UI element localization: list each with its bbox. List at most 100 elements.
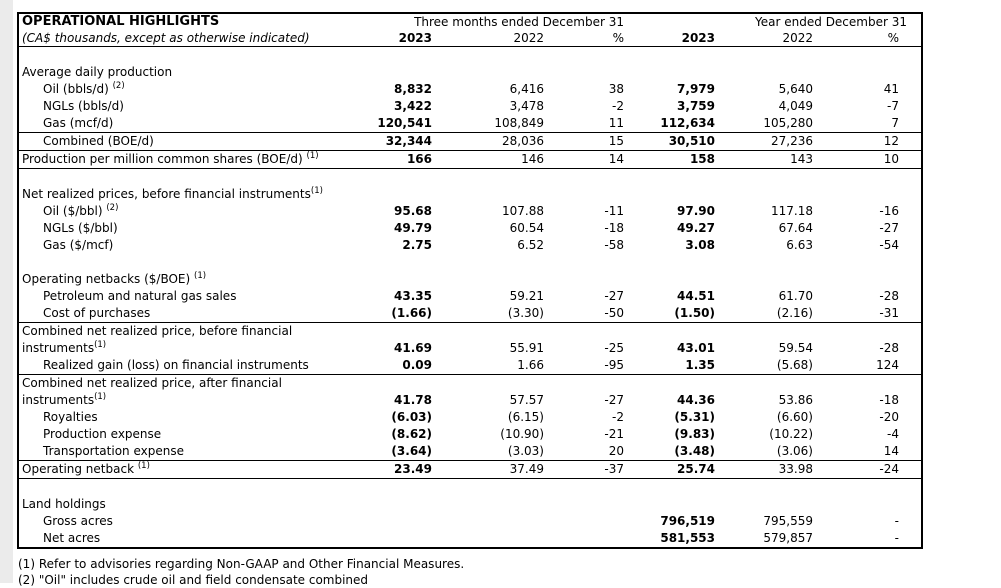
value-cell: -25	[604, 341, 624, 355]
value-cell	[432, 513, 544, 530]
value-cell: 7,979	[677, 82, 715, 96]
value-cell: -21	[604, 427, 624, 441]
value-cell: 3,759	[677, 99, 715, 113]
row-label-text: Combined (BOE/d)	[43, 134, 154, 148]
value-cell: 12	[813, 132, 922, 151]
row-label-text: Oil (bbls/d)	[43, 82, 113, 96]
colgroup-three-months-label: Three months ended December 31	[414, 15, 624, 29]
empty-cell	[358, 271, 922, 288]
value-cell: -27	[879, 221, 899, 235]
value-cell: -27	[604, 393, 624, 407]
value-cell: 59.54	[778, 341, 813, 355]
value-cell: 158	[624, 150, 715, 169]
row-label-text: Oil ($/bbl)	[43, 204, 107, 218]
row-label-text: Operating netback	[22, 462, 138, 476]
value-cell: 581,553	[660, 531, 715, 545]
value-cell: 4,049	[778, 99, 813, 113]
value-cell: 3.08	[685, 238, 715, 252]
table-row: Royalties (6.03) (6.15) -2 (5.31) (6.60) -20	[18, 409, 922, 426]
value-cell: 41	[883, 82, 899, 96]
value-cell: 28,036	[432, 132, 544, 151]
row-label: Gross acres	[18, 513, 358, 530]
spacer-row	[18, 254, 922, 271]
row-label: Net realized prices, before financial in…	[18, 186, 358, 203]
row-label: Production per million common shares (BO…	[18, 150, 358, 169]
value-cell: 796,519	[660, 514, 715, 528]
table-row: Production expense (8.62) (10.90) -21 (9.83)…	[18, 426, 922, 443]
spacer-cell	[18, 479, 922, 497]
value-cell: 117.18	[771, 204, 813, 218]
value-cell: (1.66)	[358, 305, 432, 323]
value-cell: 44.36	[677, 393, 715, 407]
value-cell: (6.15)	[507, 410, 544, 424]
empty-cell	[358, 186, 922, 203]
value-cell	[544, 513, 624, 530]
header-group-row: OPERATIONAL HIGHLIGHTS Three months ende…	[18, 13, 922, 30]
row-label: Gas (mcf/d)	[18, 115, 358, 133]
value-cell: 60.54	[509, 221, 544, 235]
row-label: Oil (bbls/d) (2)	[18, 81, 358, 98]
value-cell: 41.78	[394, 393, 432, 407]
value-cell: -11	[604, 204, 624, 218]
header-year-row: (CA$ thousands, except as otherwise indi…	[18, 30, 922, 47]
value-cell: 25.74	[624, 460, 715, 479]
value-cell: 105,280	[715, 115, 813, 133]
value-cell	[432, 530, 544, 548]
table-row: Gas (mcf/d) 120,541 108,849 11 112,634 105,28…	[18, 115, 922, 133]
value-cell: (9.83)	[674, 427, 715, 441]
footnote-marker: (1)	[94, 340, 107, 350]
value-cell: 6.52	[517, 238, 544, 252]
row-label: Operating netbacks ($/BOE) (1)	[18, 271, 358, 288]
value-cell	[358, 530, 432, 548]
value-cell: -58	[604, 238, 624, 252]
value-cell: 124	[813, 357, 922, 375]
value-cell: (3.06)	[715, 443, 813, 461]
value-cell: 49.27	[677, 221, 715, 235]
table-subtitle: (CA$ thousands, except as otherwise indi…	[18, 30, 358, 47]
value-cell: 14	[544, 150, 624, 169]
value-cell: 20	[544, 443, 624, 461]
value-cell	[358, 513, 432, 530]
spacer-cell	[18, 169, 922, 187]
value-cell: 1.66	[432, 357, 544, 375]
footnote-marker: (1)	[94, 392, 107, 402]
row-label: Combined (BOE/d)	[18, 132, 358, 151]
row-label: Realized gain (loss) on financial instru…	[18, 357, 358, 375]
value-cell: -27	[604, 289, 624, 303]
footnote-marker: (2)	[112, 81, 125, 91]
table-title: OPERATIONAL HIGHLIGHTS	[22, 14, 220, 29]
row-label-text: Production per million common shares (BO…	[22, 152, 307, 166]
row-label: Oil ($/bbl) (2)	[18, 203, 358, 220]
value-cell: 43.01	[677, 341, 715, 355]
document-page: OPERATIONAL HIGHLIGHTS Three months ende…	[17, 12, 923, 588]
value-cell: (1.50)	[624, 305, 715, 323]
table-row: Petroleum and natural gas sales 43.35 59.2…	[18, 288, 922, 305]
table-row: Net acres 581,553 579,857 -	[18, 530, 922, 548]
row-label-line2: instruments(1)	[22, 340, 358, 357]
value-cell: 97.90	[677, 204, 715, 218]
value-cell: 11	[544, 115, 624, 133]
row-label-text: instruments	[22, 393, 95, 407]
row-label-text: Gas ($/mcf)	[43, 238, 114, 252]
row-label-text: Realized gain (loss) on financial instru…	[43, 358, 309, 372]
footnote-marker: (2)	[106, 203, 119, 213]
value-cell: -24	[813, 460, 922, 479]
table-row: Oil (bbls/d) (2) 8,832 6,416 38 7,979 5,640 41	[18, 81, 922, 98]
value-cell: 53.86	[778, 393, 813, 407]
row-label-text: Petroleum and natural gas sales	[43, 289, 237, 303]
row-label-text: NGLs (bbls/d)	[43, 99, 124, 113]
spacer-row	[18, 47, 922, 65]
value-cell: 7	[813, 115, 922, 133]
value-cell: 41.69	[394, 341, 432, 355]
window-left-gutter	[0, 0, 13, 583]
row-label-text: Gross acres	[43, 514, 113, 528]
value-cell: 107.88	[502, 204, 544, 218]
value-cell: 795,559	[763, 514, 813, 528]
value-cell: (3.30)	[432, 305, 544, 323]
value-cell: -16	[879, 204, 899, 218]
section-row: Net realized prices, before financial in…	[18, 186, 922, 203]
value-cell: 120,541	[358, 115, 432, 133]
table-row: Realized gain (loss) on financial instru…	[18, 357, 922, 375]
value-cell: 15	[544, 132, 624, 151]
value-cell: 55.91	[509, 341, 544, 355]
